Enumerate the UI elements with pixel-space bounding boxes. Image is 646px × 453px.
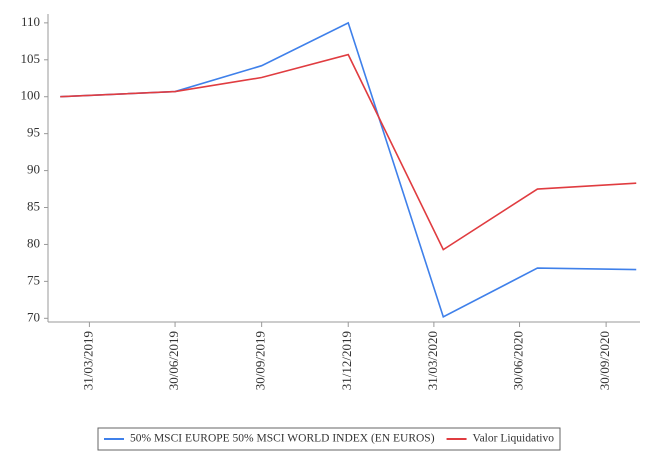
legend: 50% MSCI EUROPE 50% MSCI WORLD INDEX (EN… <box>97 427 561 451</box>
y-tick-label: 100 <box>21 88 41 103</box>
x-tick-label: 30/09/2020 <box>597 331 612 390</box>
y-tick-label: 105 <box>21 51 41 66</box>
x-tick-label: 30/06/2020 <box>511 331 526 390</box>
legend-label: Valor Liquidativo <box>473 433 555 445</box>
legend-label: 50% MSCI EUROPE 50% MSCI WORLD INDEX (EN… <box>130 433 435 445</box>
series-line <box>60 53 637 251</box>
x-tick-label: 30/09/2019 <box>253 331 268 390</box>
x-tick-label: 31/03/2020 <box>425 331 440 390</box>
y-tick-label: 75 <box>27 272 40 287</box>
series-line <box>60 21 637 318</box>
y-tick-label: 70 <box>27 309 40 324</box>
y-tick-label: 95 <box>27 125 40 140</box>
x-tick-label: 31/03/2019 <box>80 331 95 390</box>
x-tick-label: 31/12/2019 <box>339 331 354 390</box>
y-tick-label: 90 <box>27 162 40 177</box>
y-tick-label: 80 <box>27 235 40 250</box>
legend-box <box>97 427 561 451</box>
y-tick-label: 110 <box>21 14 40 29</box>
y-tick-label: 85 <box>27 198 40 213</box>
x-tick-label: 30/06/2019 <box>166 331 181 390</box>
